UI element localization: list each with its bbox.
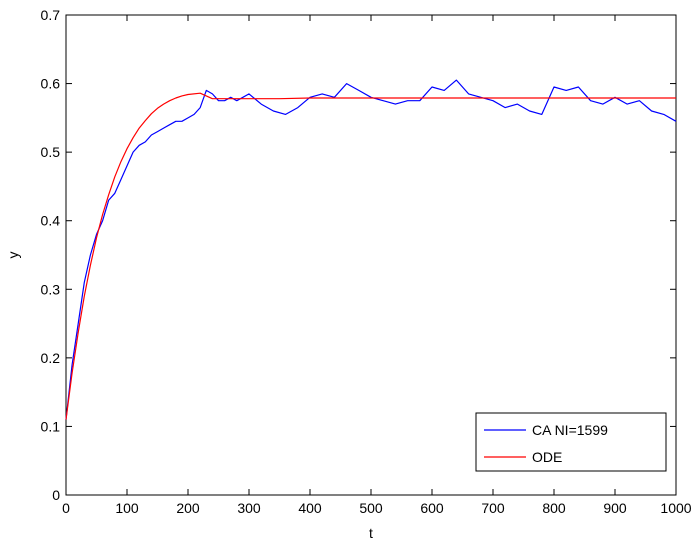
y-tick-label: 0.7 (41, 7, 61, 23)
legend: CA NI=1599 ODE (475, 412, 667, 472)
axis-tick-labels: 0 100 200 300 400 500 600 700 800 900 1000 0 0.1 0.2 0… (41, 7, 692, 516)
y-tick-label: 0.2 (41, 350, 61, 366)
x-tick-label: 500 (359, 500, 383, 516)
x-tick-label: 100 (115, 500, 139, 516)
x-tick-label: 700 (481, 500, 505, 516)
series-line-ode (65, 92, 676, 420)
x-tick-label: 1000 (660, 500, 691, 516)
x-tick-label: 600 (420, 500, 444, 516)
y-tick-label: 0.4 (41, 213, 61, 229)
y-tick-label: 0.5 (41, 144, 61, 160)
x-tick-label: 800 (542, 500, 566, 516)
x-tick-label: 0 (62, 500, 70, 516)
series-layer (65, 79, 677, 420)
x-tick-label: 400 (298, 500, 322, 516)
x-axis-label: t (369, 525, 373, 541)
legend-box (475, 412, 667, 472)
x-tick-label: 900 (603, 500, 627, 516)
y-tick-label: 0.6 (41, 76, 61, 92)
y-tick-label: 0.3 (41, 281, 61, 297)
y-axis-label: y (5, 252, 21, 259)
x-tick-label: 300 (237, 500, 261, 516)
axis-ticks (65, 14, 677, 496)
series-line-ca (65, 79, 677, 420)
legend-label-ode: ODE (532, 449, 562, 465)
y-tick-label: 0 (52, 487, 60, 503)
y-tick-label: 0.1 (41, 418, 61, 434)
legend-label-ca: CA NI=1599 (532, 422, 608, 438)
x-tick-label: 200 (176, 500, 200, 516)
